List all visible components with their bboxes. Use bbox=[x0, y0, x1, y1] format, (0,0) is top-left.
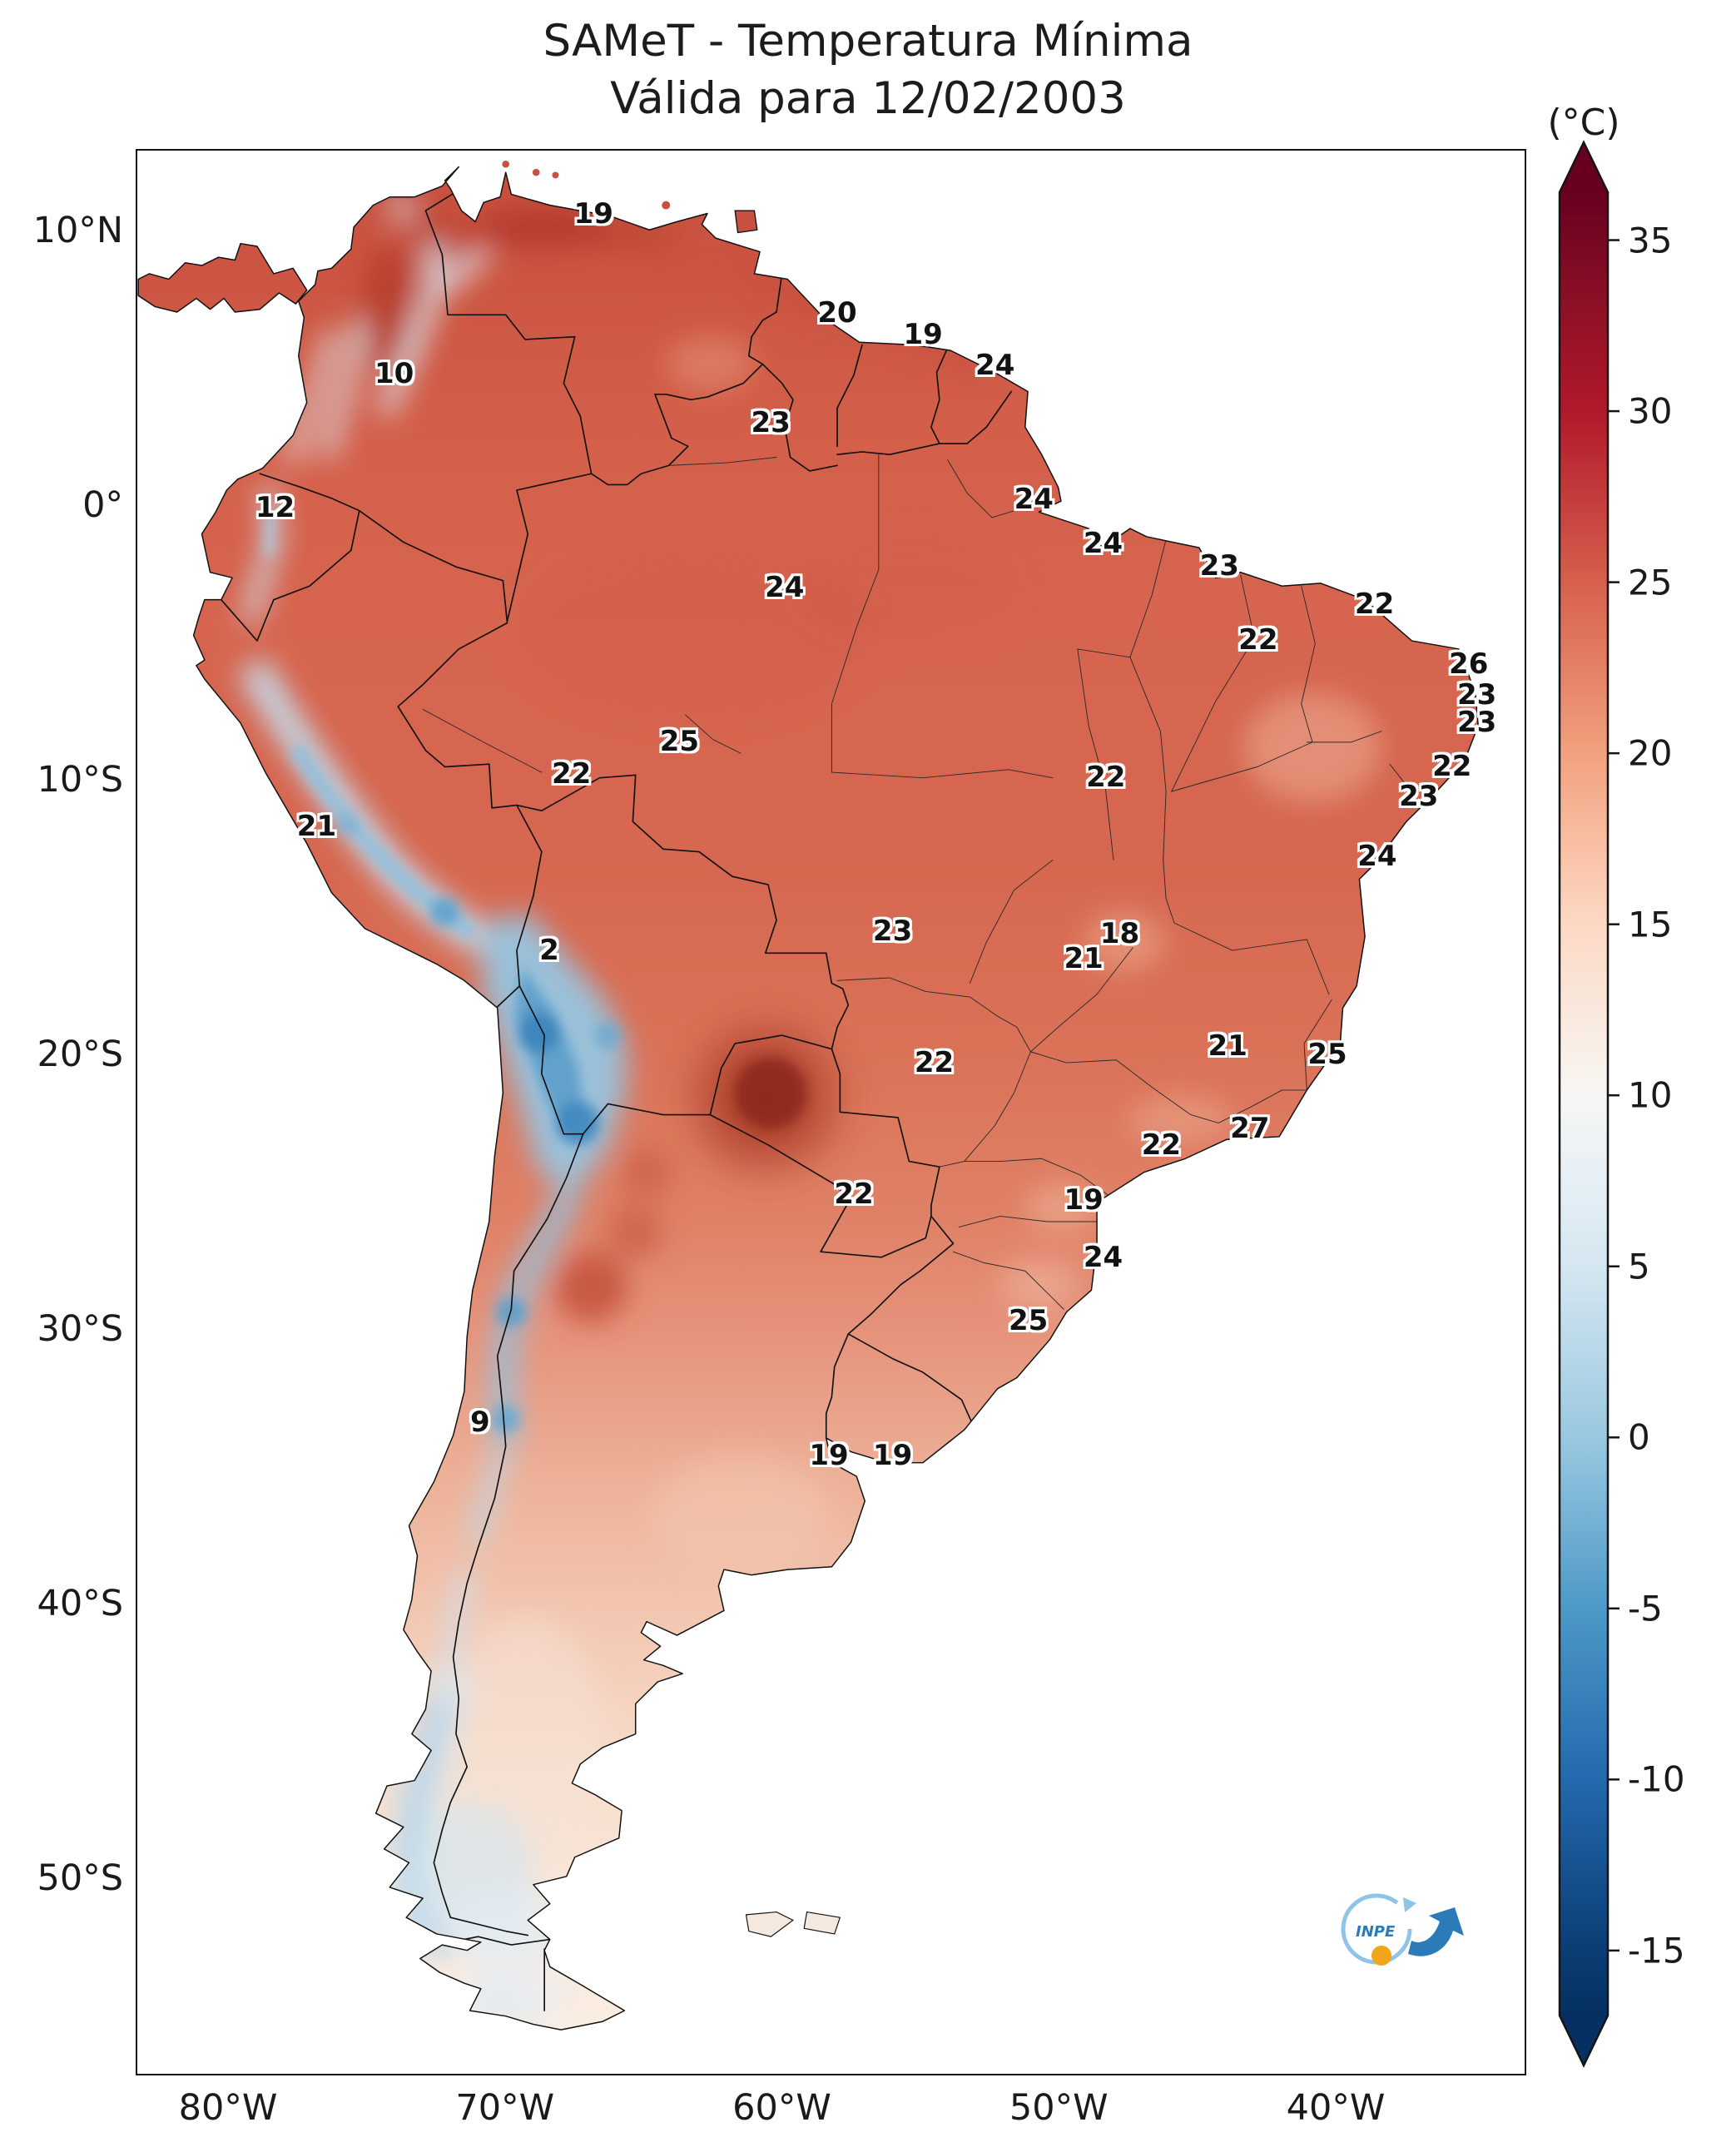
map-plot-area bbox=[136, 149, 1526, 2075]
colorbar-tick-label: 10 bbox=[1628, 1074, 1673, 1116]
colorbar-outline bbox=[1558, 140, 1610, 2068]
colorbar-tick-label: 5 bbox=[1628, 1246, 1650, 1287]
panama-coastline bbox=[137, 242, 308, 313]
falkland-islands bbox=[745, 1912, 795, 1937]
inpe-logo-text: INPE bbox=[1356, 1923, 1396, 1941]
colorbar-gradient bbox=[1560, 192, 1608, 2016]
colorbar-top-arrow bbox=[1560, 142, 1608, 192]
colorbar-tick-label: 30 bbox=[1628, 390, 1673, 432]
colorbar-tick-label: -15 bbox=[1628, 1930, 1685, 1971]
y-axis-tick-label: 40°S bbox=[37, 1583, 123, 1624]
coastline bbox=[192, 166, 1479, 2031]
y-axis-tick-label: 30°S bbox=[37, 1308, 123, 1350]
inpe-logo: INPE bbox=[1341, 1893, 1464, 1966]
x-axis-tick-label: 40°W bbox=[1286, 2087, 1386, 2129]
state-borders bbox=[422, 454, 1410, 1310]
y-axis-tick-label: 50°S bbox=[37, 1857, 123, 1899]
colorbar-tick-label: 0 bbox=[1628, 1416, 1650, 1458]
colorbar-tick-label: 20 bbox=[1628, 732, 1673, 774]
y-axis-tick-label: 20°S bbox=[37, 1034, 123, 1075]
y-axis-tick-label: 0° bbox=[82, 484, 123, 526]
islands bbox=[502, 160, 841, 1937]
page-title: SAMeT - Temperatura Mínima bbox=[543, 16, 1193, 67]
colorbar-tick-label: -10 bbox=[1628, 1758, 1685, 1800]
inpe-swirl-arrowhead-icon bbox=[1403, 1897, 1416, 1912]
x-axis-tick-label: 70°W bbox=[455, 2087, 555, 2129]
inpe-orange-dot-icon bbox=[1371, 1946, 1391, 1966]
figure-title: SAMeT - Temperatura Mínima Válida para 1… bbox=[0, 13, 1736, 128]
y-axis-tick-label: 10°S bbox=[37, 759, 123, 801]
colorbar-tick-label: -5 bbox=[1628, 1588, 1663, 1629]
temperature-shading-cores bbox=[264, 512, 807, 1433]
colorbar-bottom-arrow bbox=[1560, 2016, 1608, 2065]
x-axis-tick-label: 50°W bbox=[1009, 2087, 1109, 2129]
y-axis-tick-label: 10°N bbox=[32, 210, 123, 251]
colorbar-unit-label: (°C) bbox=[1547, 102, 1620, 144]
temperature-field bbox=[138, 166, 1479, 2031]
colorbar-tick-label: 35 bbox=[1628, 220, 1673, 261]
colorbar-tick-label: 15 bbox=[1628, 904, 1673, 945]
colorbar-tick-label: 25 bbox=[1628, 562, 1673, 603]
inpe-arrow-icon bbox=[1408, 1907, 1464, 1956]
page-subtitle: Válida para 12/02/2003 bbox=[610, 72, 1126, 124]
south-america-map bbox=[137, 160, 1479, 2031]
x-axis-tick-label: 60°W bbox=[732, 2087, 831, 2129]
colorbar-ticks bbox=[1608, 239, 1619, 1952]
x-axis-tick-label: 80°W bbox=[178, 2087, 278, 2129]
